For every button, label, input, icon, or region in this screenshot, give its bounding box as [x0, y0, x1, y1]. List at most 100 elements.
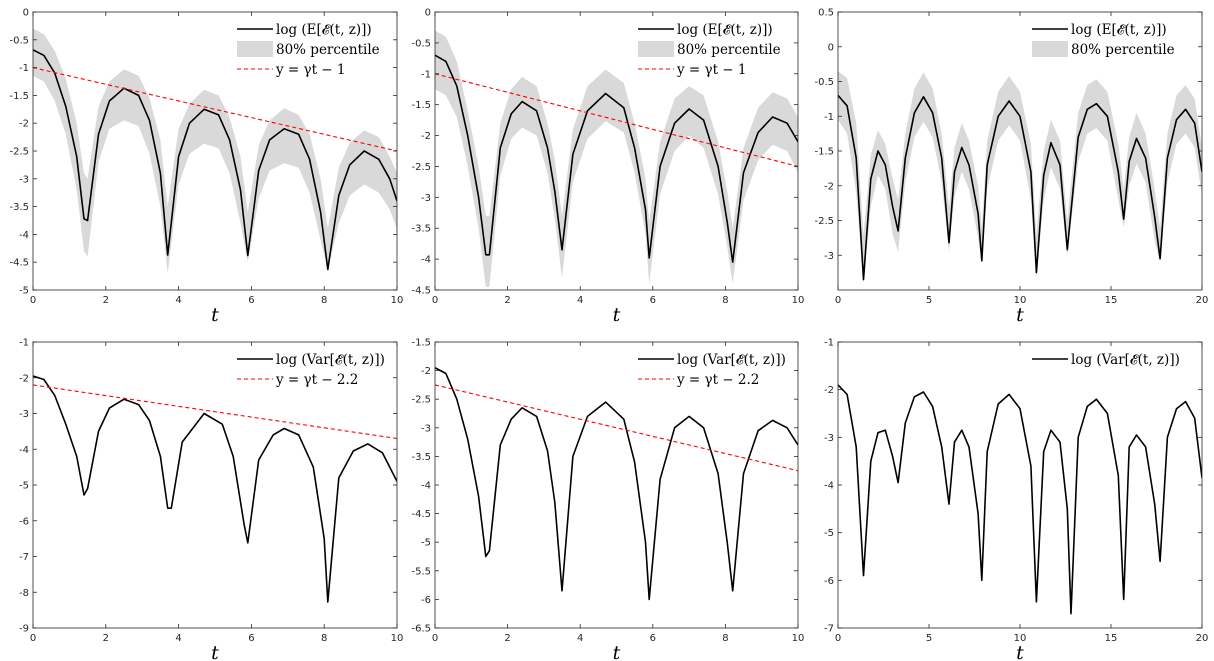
mean-line	[33, 49, 397, 271]
data-layer	[435, 366, 798, 601]
legend: log (Var[𝓔(t, z)]) y = γt − 2.2	[233, 346, 393, 392]
x-tick-label: 5	[926, 295, 932, 306]
legend-label: 80% percentile	[1071, 42, 1175, 58]
x-tick-label: 2	[103, 633, 109, 644]
y-tick-label: -3	[421, 193, 431, 204]
legend-label: y = γt − 1	[676, 62, 747, 78]
y-tick-label: 0	[425, 8, 431, 19]
data-layer	[33, 375, 397, 603]
y-tick-label: 0.5	[818, 8, 834, 19]
y-tick-label: -2	[19, 119, 29, 130]
mean-line	[33, 375, 397, 603]
y-tick-label: -4.5	[411, 286, 431, 297]
legend: log (E[𝓔(t, z)]) 80% percentile y = γt − 1	[634, 16, 794, 82]
x-tick-label: 10	[1014, 295, 1027, 306]
legend: log (E[𝓔(t, z)]) 80% percentile y = γt − 1	[233, 16, 393, 82]
y-tick-label: -9	[19, 624, 29, 635]
legend-box	[233, 346, 393, 392]
x-axis-label: t	[211, 304, 219, 326]
y-tick-label: -2.5	[411, 395, 431, 406]
y-tick-label: -2	[19, 373, 29, 384]
y-tick-label: -1	[824, 338, 834, 349]
x-tick-label: 20	[1196, 633, 1209, 644]
y-tick-label: -4	[824, 481, 834, 492]
x-tick-label: 8	[321, 295, 327, 306]
y-tick-label: -3.5	[411, 224, 431, 235]
y-tick-label: -7	[19, 552, 29, 563]
y-tick-label: -4.5	[411, 509, 431, 520]
x-tick-label: 6	[248, 633, 254, 644]
legend-label: 80% percentile	[276, 42, 380, 58]
y-tick-label: -3.5	[9, 202, 29, 213]
x-axis-label: t	[1016, 642, 1024, 661]
y-tick-label: -3	[19, 409, 29, 420]
x-axis-label: t	[613, 642, 621, 661]
x-tick-label: 2	[103, 295, 109, 306]
percentile-band	[435, 30, 798, 287]
x-tick-label: 10	[391, 633, 404, 644]
x-tick-label: 4	[175, 295, 181, 306]
x-tick-label: 8	[722, 295, 728, 306]
x-tick-label: 6	[650, 295, 656, 306]
y-tick-label: 0	[23, 8, 29, 19]
y-tick-label: -5	[19, 481, 29, 492]
legend-label: log (Var[𝓔(t, z)])	[1071, 352, 1180, 368]
mean-line	[435, 366, 798, 601]
legend-swatch	[1032, 41, 1068, 57]
x-tick-label: 4	[577, 633, 583, 644]
legend-swatch	[237, 41, 273, 57]
legend-label: log (E[𝓔(t, z)])	[1071, 22, 1167, 38]
trend-line	[33, 384, 397, 440]
y-tick-label: -1	[19, 338, 29, 349]
x-axis-label: t	[211, 642, 219, 661]
y-tick-label: -5	[421, 538, 431, 549]
x-tick-label: 2	[504, 633, 510, 644]
y-tick-label: -2	[824, 385, 834, 396]
percentile-band	[838, 71, 1202, 284]
y-tick-label: -2	[824, 181, 834, 192]
y-tick-label: -1.5	[814, 147, 834, 158]
x-tick-label: 10	[792, 633, 805, 644]
x-axis-label: t	[613, 304, 621, 326]
y-tick-label: -1.5	[411, 100, 431, 111]
legend-label: y = γt − 2.2	[275, 372, 358, 388]
y-tick-label: -6	[19, 516, 29, 527]
y-tick-label: -3	[19, 174, 29, 185]
legend: log (Var[𝓔(t, z)])	[1028, 346, 1198, 372]
panel-5: 0 2 4 6 8 10 -6.5 -6 -5.5 -5 -4.5 -4 -3.5 -3 -2.5 -2 -1.…	[411, 338, 804, 661]
x-tick-label: 15	[1105, 633, 1118, 644]
y-tick-label: -8	[19, 588, 29, 599]
legend: log (Var[𝓔(t, z)]) y = γt − 2.2	[634, 346, 794, 392]
y-tick-label: -2.5	[9, 147, 29, 158]
y-tick-label: -3	[421, 423, 431, 434]
x-tick-label: 15	[1105, 295, 1118, 306]
x-tick-label: 4	[577, 295, 583, 306]
mean-line	[435, 54, 798, 264]
y-tick-label: -3.5	[411, 452, 431, 463]
y-tick-label: -4	[421, 255, 431, 266]
y-tick-label: -2	[421, 366, 431, 377]
y-tick-label: -2.5	[814, 216, 834, 227]
x-tick-label: 8	[321, 633, 327, 644]
x-tick-label: 10	[792, 295, 805, 306]
y-tick-label: -4	[19, 230, 29, 241]
y-tick-label: -1.5	[411, 338, 431, 349]
y-tick-label: -1	[824, 112, 834, 123]
mean-line	[838, 94, 1202, 281]
legend-box	[634, 346, 794, 392]
x-tick-label: 20	[1196, 295, 1209, 306]
x-tick-label: 6	[650, 633, 656, 644]
y-tick-label: -5	[824, 528, 834, 539]
legend-label: y = γt − 2.2	[676, 372, 759, 388]
x-tick-label: 6	[248, 295, 254, 306]
y-tick-label: -3	[824, 251, 834, 262]
legend-label: log (Var[𝓔(t, z)])	[677, 352, 786, 368]
x-tick-label: 2	[504, 295, 510, 306]
y-tick-label: -1	[19, 63, 29, 74]
x-axis-label: t	[1016, 304, 1024, 326]
panel-4: 0 2 4 6 8 10 -9 -8 -7 -6 -5 -4 -3 -2 -1 t log (Var[𝓔(t, …	[19, 338, 403, 661]
mean-line	[838, 384, 1202, 615]
x-tick-label: 8	[722, 633, 728, 644]
legend-label: log (E[𝓔(t, z)])	[276, 22, 372, 38]
